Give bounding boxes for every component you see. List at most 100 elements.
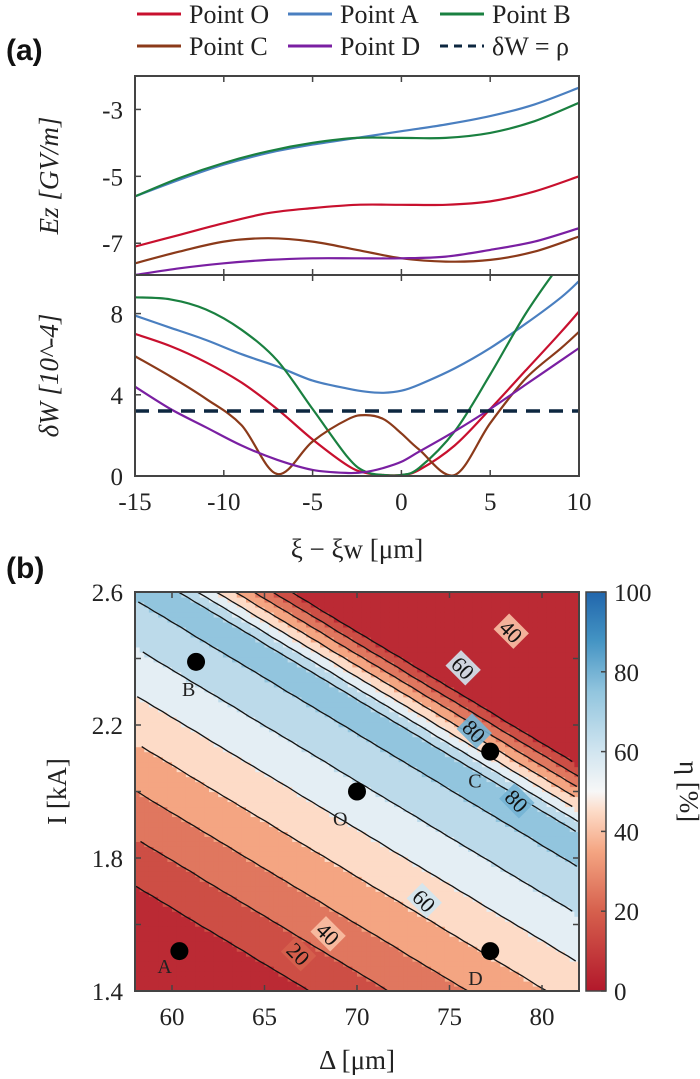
- heatmap-cell: [222, 816, 229, 823]
- heatmap-cell: [343, 626, 349, 633]
- heatmap-cell: [167, 981, 173, 987]
- heatmap-cell: [361, 696, 367, 703]
- heatmap-cell: [246, 866, 252, 872]
- heatmap-cell: [167, 686, 173, 693]
- heatmap-cell: [259, 621, 266, 628]
- heatmap-cell: [384, 671, 390, 678]
- heatmap-cell: [162, 736, 168, 743]
- heatmap-cell: [324, 651, 330, 658]
- heatmap-cell: [185, 956, 192, 962]
- heatmap-cell: [357, 651, 363, 658]
- heatmap-cell: [283, 896, 289, 902]
- heatmap-cell: [232, 626, 238, 633]
- heatmap-cell: [222, 596, 229, 603]
- heatmap-cell: [338, 706, 344, 713]
- heatmap-cell: [218, 826, 224, 832]
- heatmap-cell: [324, 826, 330, 832]
- heatmap-cell: [246, 641, 252, 648]
- heatmap-cell: [232, 816, 238, 823]
- heatmap-cell: [417, 871, 423, 877]
- heatmap-cell: [333, 621, 340, 628]
- heatmap-cell: [292, 626, 298, 633]
- heatmap-cell: [333, 891, 340, 897]
- heatmap-cell: [306, 926, 312, 932]
- heatmap-cell: [213, 896, 219, 902]
- heatmap-cell: [139, 716, 145, 723]
- heatmap-cell: [250, 816, 256, 823]
- heatmap-cell: [412, 971, 418, 977]
- heatmap-cell: [181, 811, 187, 818]
- heatmap-cell: [380, 671, 386, 678]
- heatmap-cell: [394, 661, 400, 668]
- x-tick-label: 5: [484, 489, 497, 516]
- heatmap-cell: [273, 916, 279, 922]
- heatmap-cell: [246, 606, 252, 613]
- heatmap-cell: [144, 946, 150, 952]
- heatmap-cell: [199, 776, 205, 783]
- heatmap-cell: [176, 821, 182, 828]
- heatmap-cell: [222, 866, 229, 872]
- heatmap-cell: [181, 916, 187, 922]
- heatmap-cell: [236, 861, 242, 867]
- heatmap-cell: [292, 756, 298, 763]
- heatmap-cell: [343, 696, 349, 703]
- heatmap-cell: [292, 676, 298, 683]
- heatmap-cell: [296, 776, 303, 783]
- heatmap-cell: [333, 721, 340, 728]
- heatmap-cell: [283, 711, 289, 718]
- heatmap-cell: [218, 651, 224, 658]
- heatmap-cell: [148, 796, 155, 803]
- heatmap-cell: [347, 721, 353, 728]
- heatmap-cell: [315, 631, 321, 638]
- heatmap-cell: [338, 646, 344, 653]
- heatmap-cell: [172, 886, 178, 892]
- heatmap-cell: [162, 592, 168, 598]
- heatmap-cell: [384, 806, 390, 813]
- heatmap-cell: [287, 726, 293, 733]
- heatmap-cell: [227, 636, 233, 643]
- heatmap-cell: [361, 596, 367, 603]
- heatmap-cell: [241, 921, 247, 927]
- heatmap-cell: [199, 946, 205, 952]
- heatmap-cell: [292, 606, 298, 613]
- heatmap-cell: [185, 871, 192, 877]
- heatmap-cell: [172, 871, 178, 877]
- heatmap-cell: [394, 881, 400, 887]
- heatmap-cell: [292, 711, 298, 718]
- heatmap-cell: [236, 661, 242, 668]
- heatmap-cell: [287, 751, 293, 758]
- heatmap-cell: [181, 886, 187, 892]
- heatmap-cell: [246, 656, 252, 663]
- heatmap-cell: [236, 756, 242, 763]
- heatmap-cell: [389, 592, 395, 598]
- heatmap-cell: [324, 846, 330, 852]
- heatmap-cell: [357, 811, 363, 818]
- heatmap-cell: [417, 876, 423, 882]
- heatmap-cell: [283, 961, 289, 967]
- heatmap-cell: [292, 746, 298, 753]
- heatmap-cell: [320, 621, 326, 628]
- heatmap-cell: [361, 661, 367, 668]
- heatmap-cell: [407, 701, 414, 708]
- heatmap-cell: [241, 791, 247, 798]
- heatmap-cell: [394, 981, 400, 987]
- heatmap-cell: [190, 951, 196, 957]
- heatmap-cell: [255, 806, 261, 813]
- heatmap-cell: [236, 776, 242, 783]
- heatmap-cell: [407, 911, 414, 917]
- heatmap-cell: [394, 846, 400, 852]
- heatmap-cell: [273, 711, 279, 718]
- heatmap-cell: [306, 756, 312, 763]
- heatmap-cell: [343, 811, 349, 818]
- heatmap-cell: [162, 891, 168, 897]
- heatmap-cell: [343, 606, 349, 613]
- heatmap-cell: [283, 666, 289, 673]
- heatmap-cell: [352, 926, 358, 932]
- heatmap-cell: [199, 621, 205, 628]
- heatmap-cell: [273, 716, 279, 723]
- heatmap-cell: [301, 981, 307, 987]
- heatmap-cell: [380, 931, 386, 937]
- heatmap-cell: [273, 616, 279, 623]
- heatmap-cell: [333, 626, 340, 633]
- heatmap-cell: [278, 611, 284, 618]
